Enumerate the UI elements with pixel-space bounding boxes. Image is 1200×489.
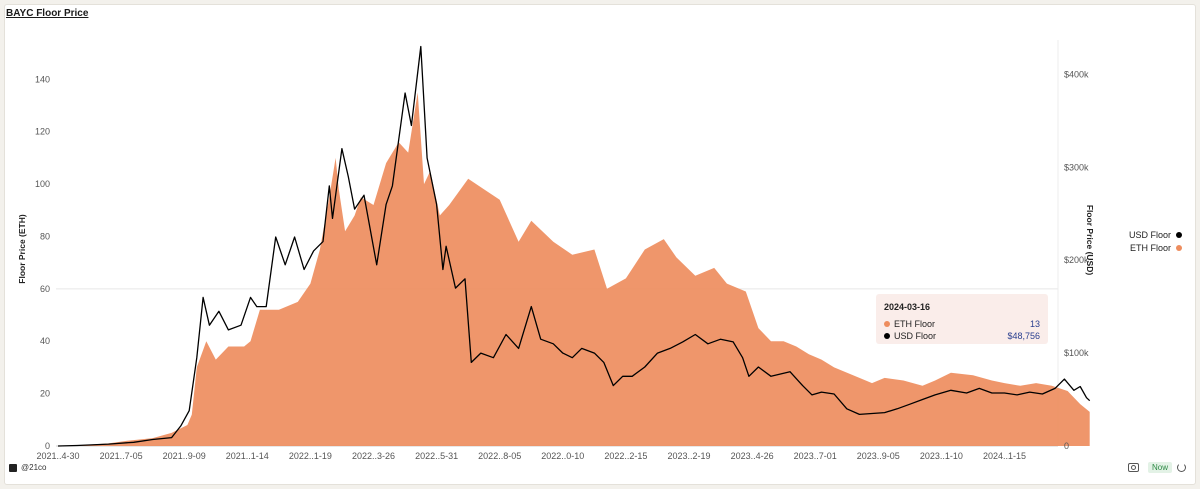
x-tick-label: 2023..2-19 [667, 451, 710, 461]
tooltip-row-usd: USD Floor $48,756 [884, 331, 1040, 341]
legend: USD Floor ETH Floor [1129, 228, 1182, 254]
y-left-tick-label: 120 [35, 127, 50, 137]
status-badge[interactable]: Now [1147, 462, 1172, 473]
x-tick-label: 2022..3-26 [352, 451, 395, 461]
legend-label: USD Floor [1128, 229, 1171, 240]
legend-item-eth[interactable]: ETH Floor [1129, 241, 1182, 254]
tooltip-value: 13 [1029, 319, 1040, 329]
y-axis-left-title: Floor Price (ETH) [17, 214, 27, 284]
tooltip-date: 2024-03-16 [884, 302, 931, 312]
y-axis-right-title: Floor Price (USD) [1085, 205, 1095, 276]
y-right-tick-label: $200k [1064, 255, 1089, 265]
legend-item-usd[interactable]: USD Floor [1129, 228, 1182, 241]
tooltip-row-eth: ETH Floor 13 [884, 319, 1040, 329]
x-tick-label: 2023..4-26 [731, 451, 774, 461]
x-tick-label: 2023..7-01 [794, 451, 837, 461]
refresh-icon[interactable] [1177, 463, 1186, 472]
x-tick-label: 2022..0-10 [541, 451, 584, 461]
hover-tooltip: 2024-03-16 ETH Floor 13 USD Floor $48,75… [876, 294, 1048, 344]
x-tick-label: 2024..1-15 [983, 451, 1026, 461]
y-left-tick-label: 0 [45, 441, 50, 451]
y-right-tick-label: $400k [1064, 69, 1089, 79]
y-right-tick-label: 0 [1064, 441, 1069, 451]
legend-dot-icon [884, 333, 890, 339]
y-axis-right: 0 $100k $200k $300k $400k [1064, 69, 1089, 451]
y-left-tick-label: 100 [35, 179, 50, 189]
y-left-tick-label: 140 [35, 74, 50, 84]
legend-dot-icon [1176, 244, 1182, 251]
x-tick-label: 2022..5-31 [415, 451, 458, 461]
legend-label: ETH Floor [1129, 242, 1171, 253]
camera-icon[interactable] [1127, 463, 1139, 472]
eth-area-layer [58, 92, 1090, 447]
x-tick-label: 2021..1-14 [226, 451, 269, 461]
y-left-tick-label: 80 [40, 231, 50, 241]
usd-line-layer [57, 45, 1091, 447]
y-left-tick-label: 40 [40, 336, 50, 346]
y-left-tick-label: 20 [40, 389, 50, 399]
footer-brand[interactable]: @21co [9, 463, 46, 472]
x-tick-label: 2021..4-30 [36, 451, 79, 461]
tooltip-label: ETH Floor [894, 319, 936, 329]
x-tick-label: 2022..2-15 [604, 451, 647, 461]
footer-actions: Now [1127, 462, 1186, 473]
y-right-tick-label: $100k [1064, 348, 1089, 358]
x-tick-label: 2023..1-10 [920, 451, 963, 461]
legend-dot-icon [1176, 231, 1182, 238]
x-tick-label: 2021..9-09 [163, 451, 206, 461]
chart-title[interactable]: BAYC Floor Price [6, 8, 89, 19]
brand-handle: @21co [21, 463, 47, 472]
x-tick-label: 2022..1-19 [289, 451, 332, 461]
x-tick-label: 2023..9-05 [857, 451, 900, 461]
usd-floor-line [57, 45, 1091, 447]
x-tick-label: 2021..7-05 [100, 451, 143, 461]
tooltip-value: $48,756 [1007, 331, 1040, 341]
eth-floor-area [58, 92, 1090, 447]
tooltip-label: USD Floor [894, 331, 937, 341]
x-axis: 2021..4-30 2021..7-05 2021..9-09 2021..1-14… [36, 451, 1026, 461]
y-axis-left: 0 20 40 60 80 100 120 140 [35, 74, 50, 451]
legend-dot-icon [884, 321, 890, 327]
brand-logo-icon [9, 463, 17, 472]
x-tick-label: 2022..8-05 [478, 451, 521, 461]
y-right-tick-label: $300k [1064, 162, 1089, 172]
y-left-tick-label: 60 [40, 284, 50, 294]
